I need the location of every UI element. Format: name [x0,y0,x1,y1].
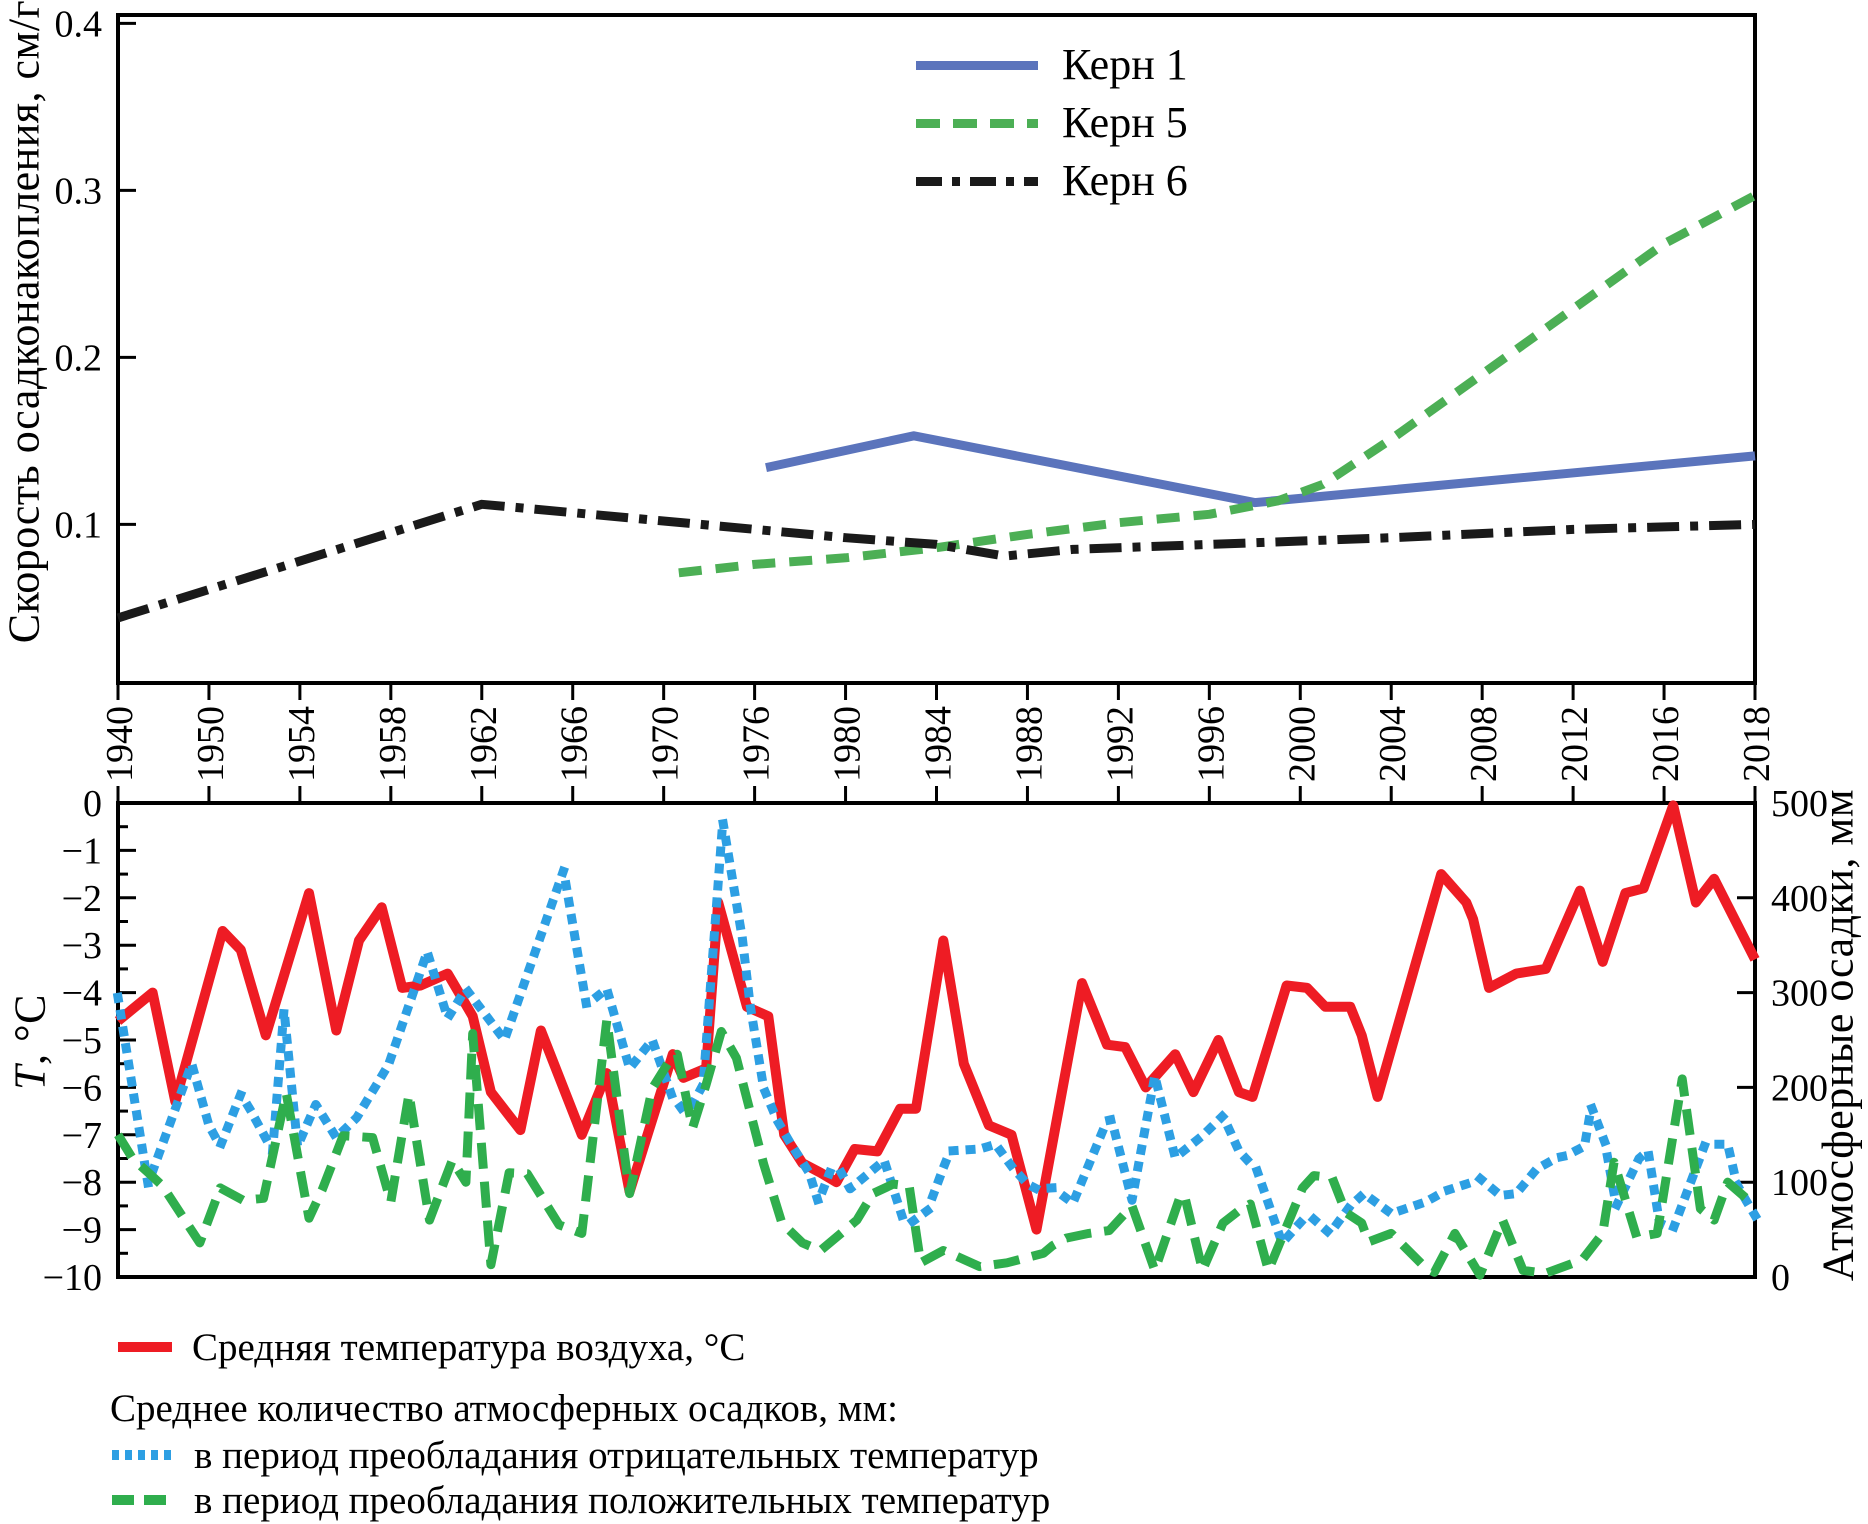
x-tick-label: 2000 [1281,706,1323,782]
bottom-plot-frame [116,801,1757,1279]
bottom-right-axis-title: Атмосферные осадки, мм [1813,788,1863,1282]
legend-label-precip-negative: в период преобладания отрицательных темп… [194,1433,1039,1477]
x-tick-label: 2016 [1645,706,1687,782]
top-y-axis-title: Скорость осадконакопления, см/год [0,0,49,644]
legend-label-kern6: Керн 6 [1062,156,1188,205]
bottom-left-tick-label: −3 [62,925,102,967]
kern1-line-swatch [916,60,1038,70]
x-tick-label: 1954 [281,706,323,782]
bottom-left-tick-label: −6 [62,1067,102,1109]
top-y-tick-label: 0.2 [55,337,103,379]
bottom-left-tick-label: −4 [62,973,102,1015]
x-tick-label: 2004 [1372,706,1414,782]
legend-row-kern5: Керн 5 [916,94,1188,152]
top-y-tick-label: 0.1 [55,504,103,546]
top-y-tick-label: 0.4 [55,3,103,45]
bottom-right-tick-label: 500 [1771,783,1828,825]
x-tick-label: 1962 [463,706,505,782]
x-tick-label: 2008 [1463,706,1505,782]
bottom-left-tick-label: −1 [62,830,102,872]
precip-negative-line-swatch [112,1450,174,1460]
x-tick-label: 1980 [827,706,869,782]
bottom-left-tick-label: −2 [62,878,102,920]
bottom-left-tick-label: −7 [62,1115,102,1157]
legend-row-precip-positive: в период преобладания положительных темп… [112,1476,1050,1524]
bottom-left-tick-label: −5 [62,1020,102,1062]
kern5-series-line [678,191,1758,578]
legend-row-temperature: Средняя температура воздуха, °C [118,1323,745,1371]
bottom-right-tick-label: 300 [1771,973,1828,1015]
kern6-line-swatch [916,176,1038,186]
x-tick-label: 1950 [190,706,232,782]
precip-positive-line-swatch [112,1495,174,1505]
legend-label-temperature: Средняя температура воздуха, °C [192,1325,746,1369]
legend-row-kern1: Керн 1 [916,36,1188,94]
bottom-left-tick-label: −10 [43,1257,102,1299]
kern6-series-line [116,499,1756,623]
precip-negative-series-line [112,816,1762,1248]
temperature-symbol: T [5,1064,55,1090]
bottom-right-tick-label: 400 [1771,878,1828,920]
legend-label-precip-positive: в период преобладания положительных темп… [194,1478,1051,1522]
temperature-line-swatch [118,1342,172,1352]
kern1-series-line [765,431,1756,508]
bottom-right-tick-label: 200 [1771,1067,1828,1109]
top-y-tick-label: 0.3 [55,170,103,212]
kern5-line-swatch [916,118,1038,128]
legend-row-kern6: Керн 6 [916,152,1188,210]
legend-row-precip-negative: в период преобладания отрицательных темп… [112,1431,1039,1479]
x-tick-label: 2012 [1554,706,1596,782]
x-tick-label: 1996 [1190,706,1232,782]
legend-label-kern1: Керн 1 [1062,40,1188,89]
bottom-left-axis-title: T, °C [5,994,56,1090]
x-tick-label: 1970 [645,706,687,782]
bottom-left-tick-label: 0 [83,783,102,825]
bottom-left-tick-label: −9 [62,1210,102,1252]
x-tick-label: 1992 [1099,706,1141,782]
precipitation-legend-header: Среднее количество атмосферных осадков, … [110,1387,898,1430]
temperature-units: , °C [5,994,55,1065]
temperature-series-line [114,800,1760,1235]
bottom-right-tick-label: 100 [1771,1162,1828,1204]
legend-label-kern5: Керн 5 [1062,98,1188,147]
x-tick-label: 1988 [1008,706,1050,782]
top-legend: Керн 1 Керн 5 Керн 6 [916,36,1188,210]
x-tick-label: 2018 [1736,706,1778,782]
precip-positive-series-line [114,1015,1758,1280]
x-tick-label: 1966 [554,706,596,782]
x-tick-label: 1958 [372,706,414,782]
bottom-right-tick-label: 0 [1771,1257,1790,1299]
x-tick-label: 1984 [918,706,960,782]
x-tick-label: 1940 [99,706,141,782]
x-tick-label: 1976 [736,706,778,782]
bottom-left-tick-label: −8 [62,1162,102,1204]
